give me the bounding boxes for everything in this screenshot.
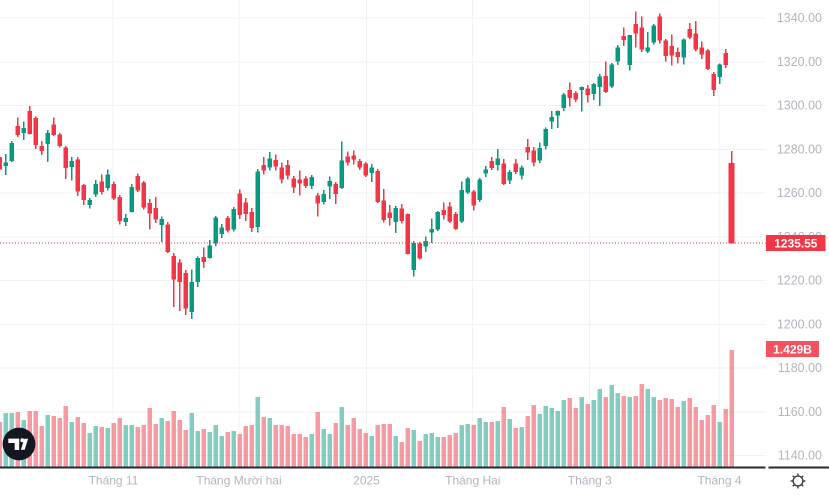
- svg-text:1220.00: 1220.00: [777, 274, 822, 288]
- svg-text:Tháng Mười hai: Tháng Mười hai: [196, 474, 281, 488]
- svg-text:1235.55: 1235.55: [774, 236, 818, 250]
- svg-text:2025: 2025: [353, 474, 380, 488]
- svg-text:1260.00: 1260.00: [777, 186, 822, 200]
- svg-text:Tháng Hai: Tháng Hai: [445, 474, 500, 488]
- svg-text:1280.00: 1280.00: [777, 142, 822, 156]
- svg-text:1200.00: 1200.00: [777, 317, 822, 331]
- svg-text:Tháng 11: Tháng 11: [89, 474, 139, 488]
- svg-text:Tháng 3: Tháng 3: [568, 474, 612, 488]
- svg-text:1160.00: 1160.00: [778, 405, 822, 419]
- svg-text:1300.00: 1300.00: [777, 99, 822, 113]
- svg-text:1140.00: 1140.00: [778, 449, 822, 463]
- svg-text:1.429B: 1.429B: [773, 342, 812, 356]
- svg-text:1340.00: 1340.00: [777, 11, 822, 25]
- svg-text:1320.00: 1320.00: [777, 55, 822, 69]
- svg-text:Tháng 4: Tháng 4: [697, 474, 741, 488]
- svg-text:1180.00: 1180.00: [778, 361, 822, 375]
